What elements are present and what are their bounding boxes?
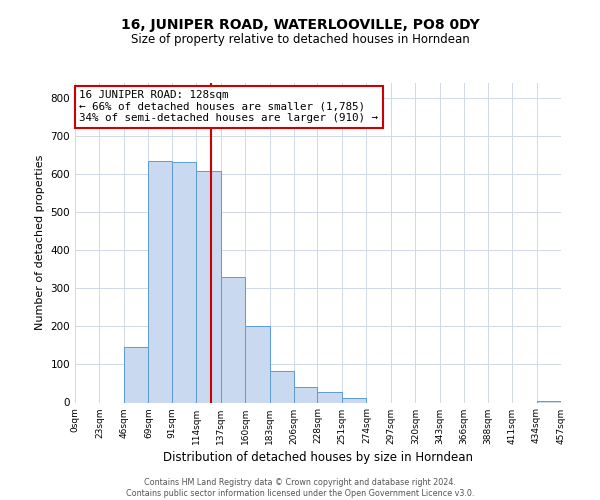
Bar [269, 371, 294, 402]
Text: Contains HM Land Registry data © Crown copyright and database right 2024.
Contai: Contains HM Land Registry data © Crown c… [126, 478, 474, 498]
X-axis label: Distribution of detached houses by size in Horndean: Distribution of detached houses by size … [163, 450, 473, 464]
Text: Size of property relative to detached houses in Horndean: Size of property relative to detached ho… [131, 32, 469, 46]
Text: 16 JUNIPER ROAD: 128sqm
← 66% of detached houses are smaller (1,785)
34% of semi: 16 JUNIPER ROAD: 128sqm ← 66% of detache… [79, 90, 378, 124]
Bar [342, 398, 367, 402]
Bar [172, 162, 196, 402]
Bar [317, 392, 342, 402]
Bar [221, 277, 245, 402]
Bar [294, 386, 317, 402]
Bar [148, 160, 172, 402]
Bar [196, 172, 221, 402]
Bar [124, 348, 148, 403]
Text: 16, JUNIPER ROAD, WATERLOOVILLE, PO8 0DY: 16, JUNIPER ROAD, WATERLOOVILLE, PO8 0DY [121, 18, 479, 32]
Y-axis label: Number of detached properties: Number of detached properties [35, 155, 45, 330]
Bar [245, 326, 269, 402]
